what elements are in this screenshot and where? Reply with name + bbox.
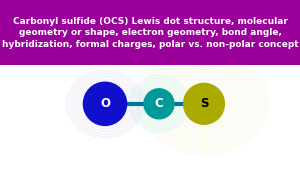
Ellipse shape — [144, 89, 174, 119]
Text: S: S — [200, 97, 208, 110]
Text: C: C — [154, 97, 164, 110]
Text: O: O — [100, 97, 110, 110]
Text: Carbonyl sulfide (OCS) Lewis dot structure, molecular
geometry or shape, electro: Carbonyl sulfide (OCS) Lewis dot structu… — [2, 17, 298, 49]
Ellipse shape — [184, 83, 224, 124]
Ellipse shape — [83, 82, 127, 125]
FancyBboxPatch shape — [0, 0, 300, 65]
